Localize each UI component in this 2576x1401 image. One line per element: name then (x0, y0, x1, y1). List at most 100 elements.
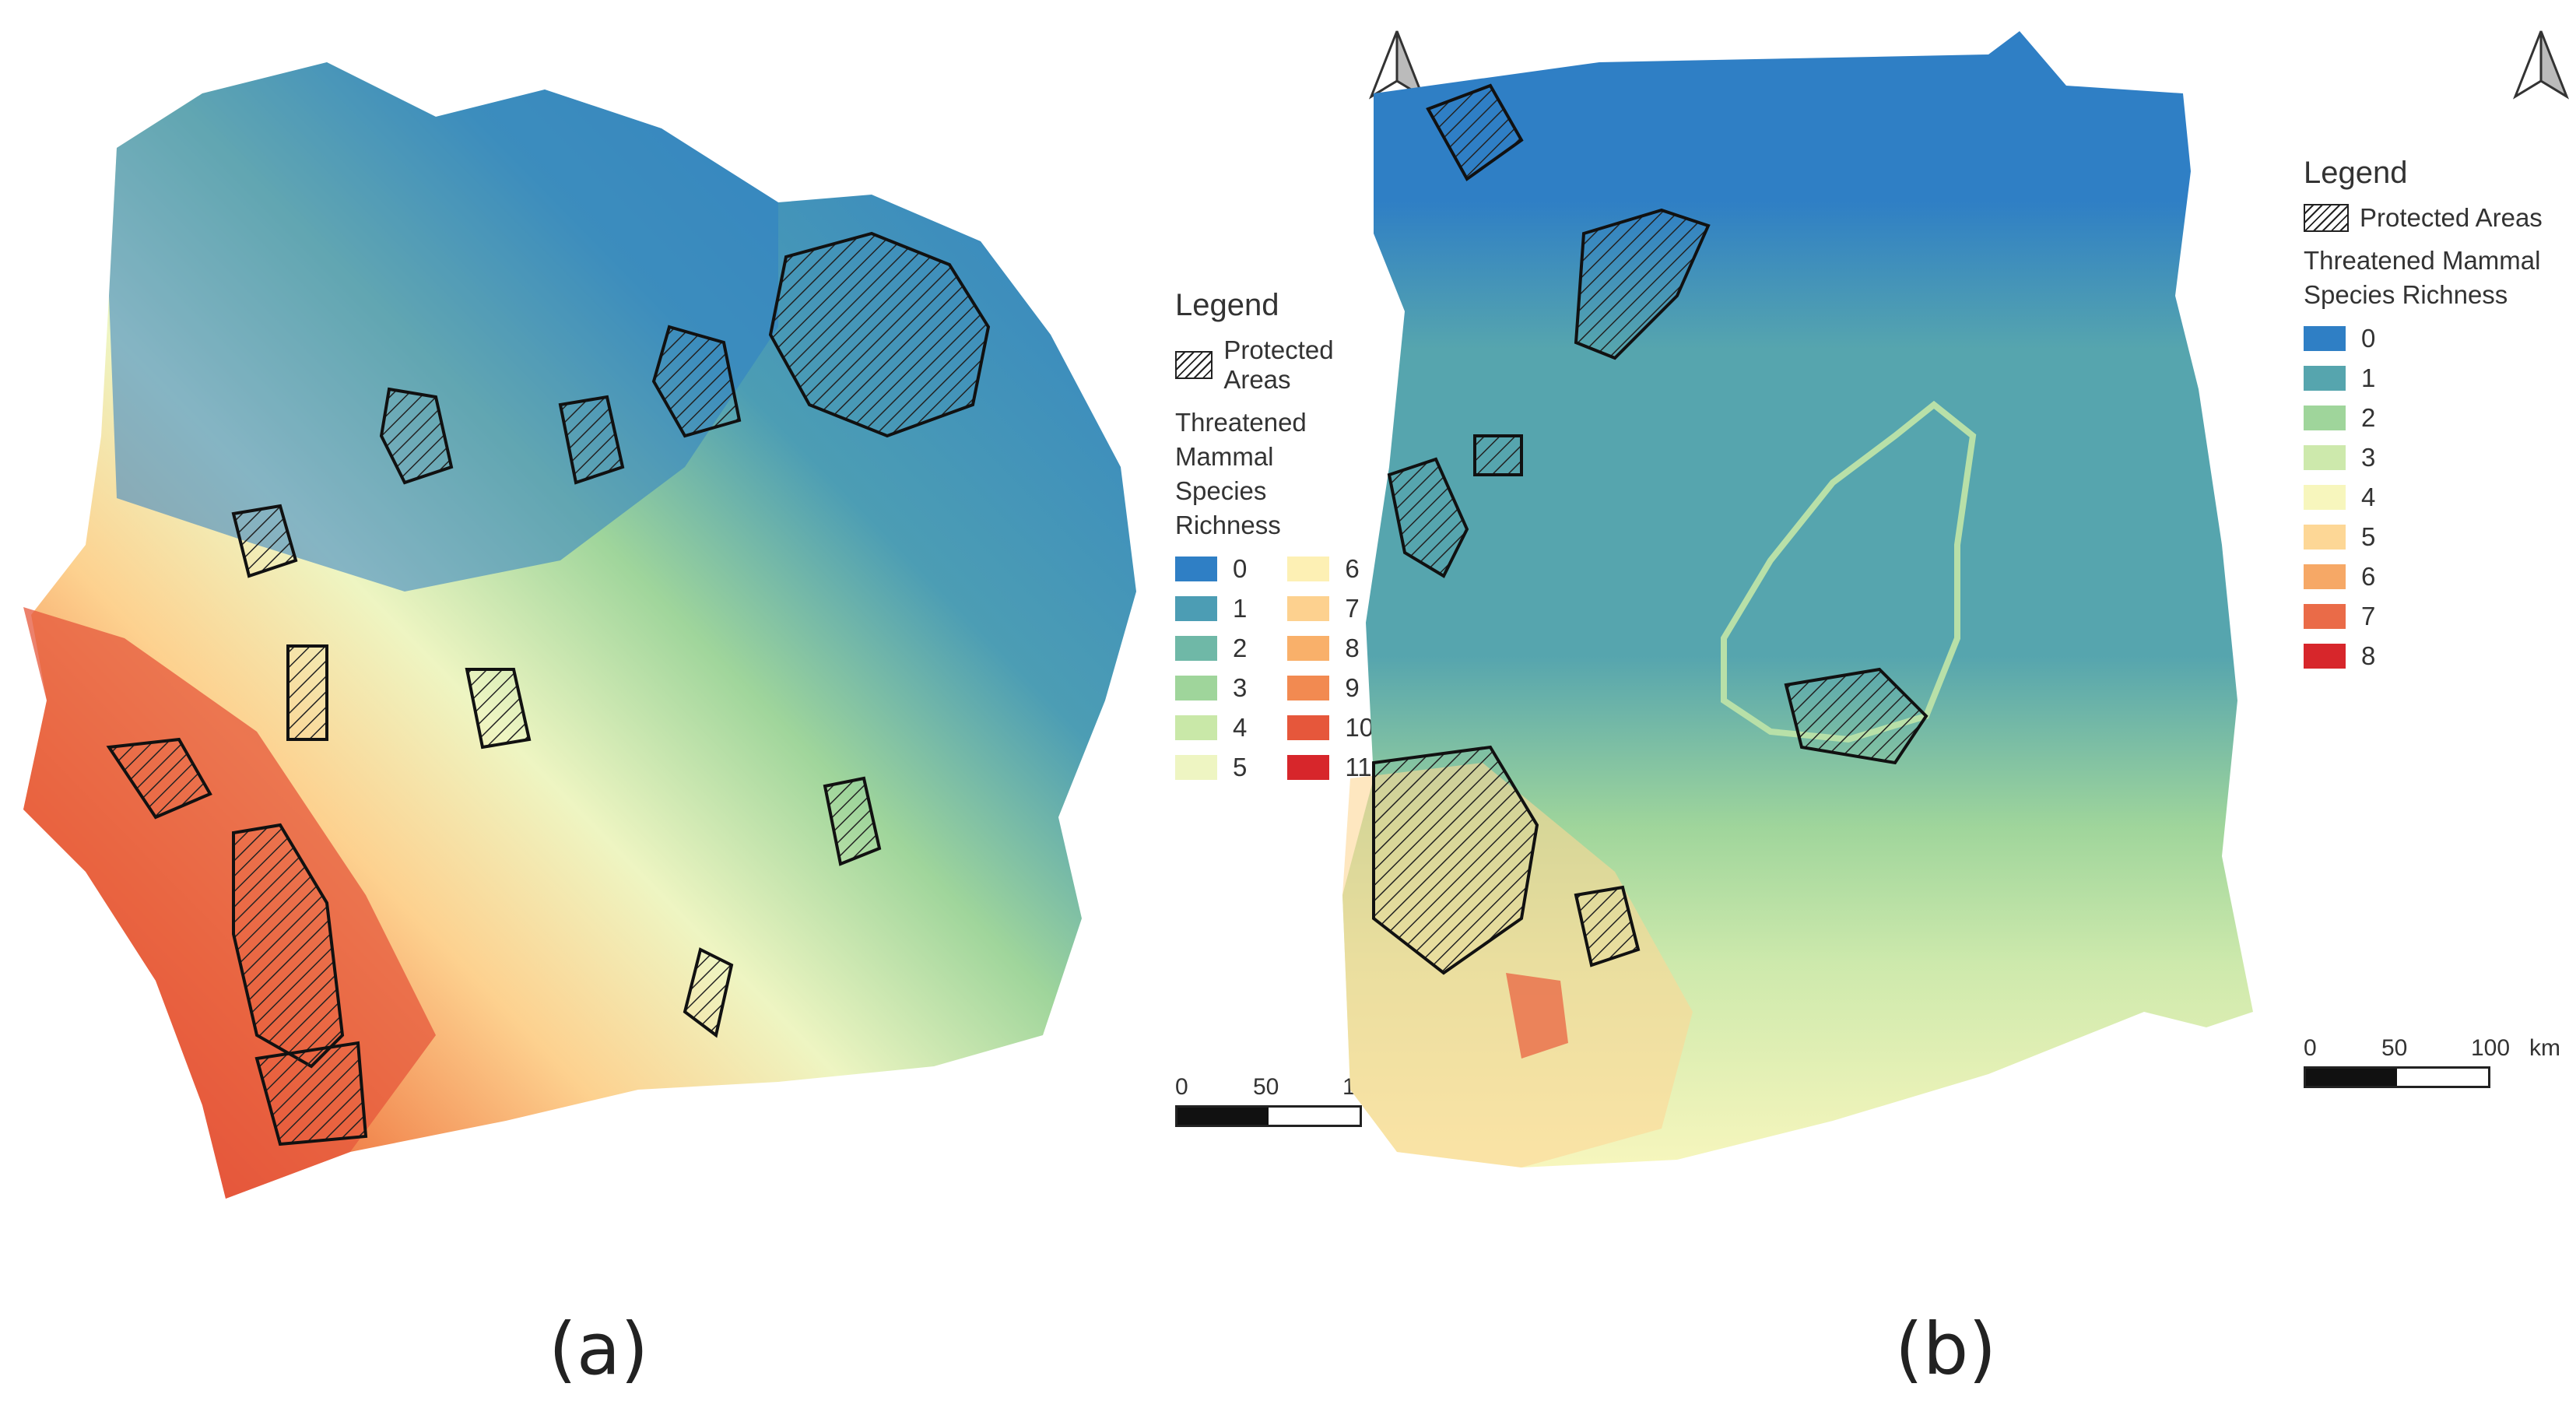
protected-area-b6 (1574, 885, 1641, 967)
legend-title: Legend (2304, 156, 2408, 190)
class-swatch (2304, 524, 2346, 550)
map-panel-b: Legend Protected Areas Threatened Mammal… (1288, 0, 2576, 1401)
hatch-swatch-icon (1175, 351, 1213, 379)
ramp-title-line1: Threatened Mammal (2304, 246, 2541, 275)
class-swatch (2304, 484, 2346, 510)
map-b (1342, 31, 2253, 1168)
protected-area-10 (683, 947, 734, 1038)
class-swatch (1175, 595, 1217, 621)
class-swatch (2304, 405, 2346, 430)
legend-class-7: 7 (2304, 596, 2543, 636)
legend-class-5: 5 (2304, 517, 2543, 557)
class-swatch (1287, 635, 1330, 661)
protected-area-1 (768, 231, 991, 438)
legend-class-1: 1 (2304, 358, 2543, 398)
richness-classes-a: 0 1 2 3 4 5 6 7 8 9 10 11 (1175, 549, 1374, 787)
legend-class-5: 5 (1175, 747, 1247, 787)
north-arrow-icon (2512, 30, 2570, 100)
class-label: 1 (2361, 363, 2376, 392)
protected-area-9 (823, 776, 882, 866)
legend-class-4: 4 (2304, 477, 2543, 517)
class-label: 6 (2361, 561, 2376, 591)
legend-title: Legend (1175, 288, 1279, 322)
legend-class-4: 4 (1175, 708, 1247, 747)
protected-area-b3 (1784, 667, 1928, 765)
legend-class-6: 6 (1287, 549, 1374, 588)
legend-class-8: 8 (2304, 636, 2543, 676)
class-label: 1 (1233, 593, 1248, 623)
scale-label-unit: km (2529, 1035, 2560, 1061)
protected-areas-label: Protected Areas (1223, 335, 1334, 394)
class-label: 5 (1233, 752, 1248, 781)
legend-class-8: 8 (1287, 628, 1374, 668)
class-swatch (1175, 715, 1217, 740)
class-label: 2 (2361, 402, 2376, 432)
legend-class-1: 1 (1175, 588, 1247, 628)
protected-area-b5 (1473, 434, 1523, 476)
legend-protected-areas: Protected Areas (2304, 203, 2543, 233)
class-label: 7 (2361, 601, 2376, 630)
ramp-title-line2: Species Richness (1175, 476, 1281, 539)
richness-zone-peak-b (1506, 973, 1568, 1059)
class-label: 0 (1233, 553, 1248, 583)
ramp-title-line1: Threatened Mammal (1175, 408, 1307, 471)
class-label: 8 (2361, 641, 2376, 670)
legend-class-0: 0 (2304, 318, 2543, 358)
class-label: 4 (1233, 712, 1248, 742)
protected-area-6 (558, 395, 625, 485)
panel-caption-b: (b) (1895, 1308, 1997, 1391)
class-label: 10 (1345, 712, 1374, 742)
scale-bar-b: 0 50 100 km (2304, 1035, 2576, 1088)
legend-protected-areas: Protected Areas (1175, 335, 1374, 395)
legend-class-3: 3 (1175, 668, 1247, 708)
class-swatch (2304, 325, 2346, 351)
protected-area-5 (379, 387, 454, 485)
protected-area-4 (286, 644, 328, 741)
ramp-title-line2: Species Richness (2304, 280, 2508, 309)
map-a (23, 62, 1136, 1199)
class-swatch (2304, 365, 2346, 391)
protected-area-b2 (1387, 457, 1469, 578)
class-label: 9 (1345, 672, 1360, 702)
legend-class-9: 9 (1287, 668, 1374, 708)
legend-class-2: 2 (1175, 628, 1247, 668)
class-swatch (1287, 754, 1330, 780)
legend-class-3: 3 (2304, 437, 2543, 477)
class-swatch (1287, 556, 1330, 581)
scale-graphic (1175, 1105, 1362, 1127)
scale-graphic (2304, 1066, 2490, 1088)
class-label: 2 (1233, 633, 1248, 662)
class-label: 4 (2361, 482, 2376, 511)
class-label: 7 (1345, 593, 1360, 623)
legend-class-2: 2 (2304, 398, 2543, 437)
protected-area-8 (465, 668, 532, 750)
class-label: 6 (1345, 553, 1360, 583)
protected-area-11 (106, 737, 212, 820)
legend-class-7: 7 (1287, 588, 1374, 628)
class-swatch (1287, 675, 1330, 700)
class-label: 3 (1233, 672, 1248, 702)
class-label: 11 (1345, 752, 1372, 781)
richness-classes-b: 0 1 2 3 4 5 6 7 8 (2304, 318, 2543, 676)
class-label: 8 (1345, 633, 1360, 662)
legend-class-0: 0 (1175, 549, 1247, 588)
protected-area-3 (254, 1041, 368, 1146)
legend-class-10: 10 (1287, 708, 1374, 747)
legend-a: Legend Protected Areas Threatened Mammal… (1175, 288, 1374, 787)
ramp-title: Threatened Mammal Species Richness (2304, 244, 2543, 312)
legend-class-6: 6 (2304, 557, 2543, 596)
lake-volta (1721, 400, 1977, 743)
protected-area-b1 (1574, 208, 1711, 360)
map-panel-a: Legend Protected Areas Threatened Mammal… (23, 62, 1432, 1391)
legend-b: Legend Protected Areas Threatened Mammal… (2304, 156, 2543, 676)
class-swatch (1175, 754, 1217, 780)
legend-class-11: 11 (1287, 747, 1374, 787)
class-swatch (2304, 564, 2346, 589)
protected-areas-label: Protected Areas (2360, 203, 2543, 232)
class-label: 3 (2361, 442, 2376, 472)
class-swatch (2304, 444, 2346, 470)
scale-label-50: 50 (1253, 1074, 1279, 1100)
scale-label-100: 100 (2471, 1035, 2511, 1061)
class-swatch (1175, 675, 1217, 700)
class-swatch (2304, 603, 2346, 629)
